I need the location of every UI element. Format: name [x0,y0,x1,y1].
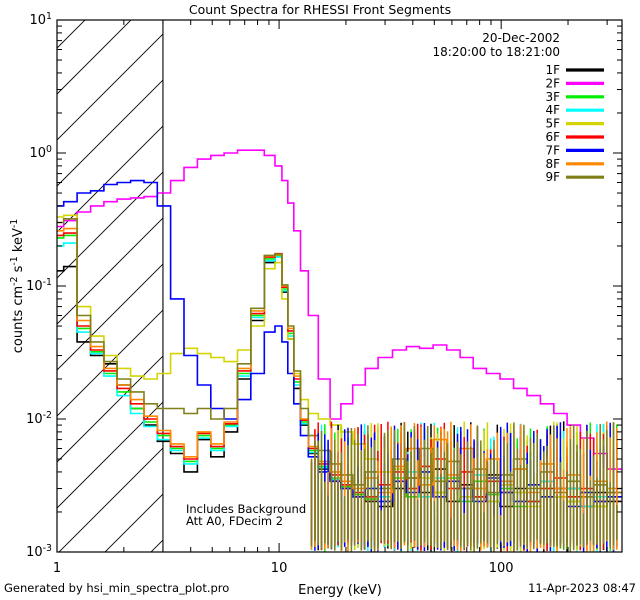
hatch-line [57,33,163,141]
hatch-line [57,217,163,325]
hatch-line [57,79,163,187]
legend-label-8f: 8F [545,157,560,171]
hatch-line [57,171,163,279]
y-tick-label: 10-3 [26,543,52,560]
data-curves [57,149,622,552]
hatch-line [57,20,86,49]
y-axis-label: counts cm-2 s-1 keV-1 [9,219,26,354]
hatch-line [57,263,163,371]
hatch-line [57,401,163,509]
x-tick-label: 100 [489,561,514,576]
hatch-line [57,125,163,233]
legend-label-2f: 2F [545,76,560,90]
y-tick-label: 100 [30,144,53,161]
series-noise-9f [310,422,618,552]
note-line-2: Att A0, FDecim 2 [186,514,283,528]
hatch-line [57,0,163,2]
legend-label-3f: 3F [545,90,560,104]
note-line-1: Includes Background [186,502,306,516]
legend-label-6f: 6F [545,130,560,144]
y-tick-label: 101 [30,11,53,28]
footer-left: Generated by hsi_min_spectra_plot.pro [4,581,229,595]
x-tick-label: 10 [271,561,288,576]
series-line-2f [57,149,622,470]
x-tick-label: 1 [53,561,61,576]
legend-label-1f: 1F [545,63,560,77]
hatch-line [104,493,163,552]
x-axis-label: Energy (keV) [298,583,382,598]
page-title: Count Spectra for RHESSI Front Segments [189,2,451,17]
hatched-region [57,0,163,552]
legend-label-9f: 9F [545,170,560,184]
y-tick-label: 10-2 [26,410,52,427]
legend-time-range: 18:20:00 to 18:21:00 [433,45,560,59]
legend-label-4f: 4F [545,103,560,117]
hatch-line [57,355,163,463]
legend-date: 20-Dec-2002 [482,31,560,45]
y-tick-label: 10-1 [26,277,52,294]
legend-label-5f: 5F [545,117,560,131]
legend-label-7f: 7F [545,143,560,157]
footer-right: 11-Apr-2023 08:47 [528,581,636,595]
hatch-line [58,447,163,552]
hatch-line [57,20,132,95]
